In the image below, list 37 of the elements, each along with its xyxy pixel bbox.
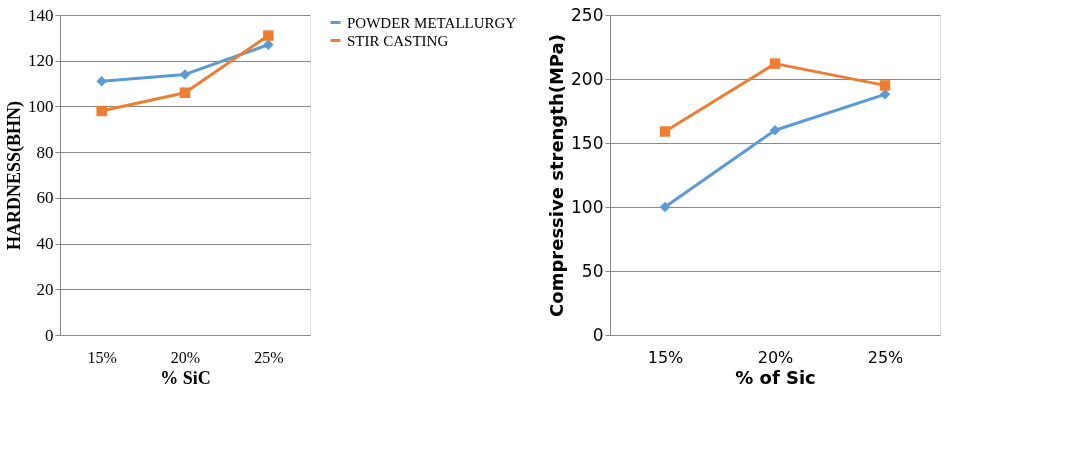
point [659,201,671,213]
y-tick-label: 20 [36,279,54,299]
point [96,76,107,87]
point [96,105,107,117]
x-tick-label: 20% [757,347,794,367]
y-axis-title: HARDNESS(BHN) [4,100,25,251]
point [659,126,671,137]
x-tick-label: 15% [87,348,117,366]
y-tick-label: 60 [36,188,54,208]
point [879,80,891,91]
legend-label: STIR CASTING [347,32,449,49]
point [179,69,191,80]
x-axis-title: % of Sic [735,366,816,388]
point [769,58,781,69]
y-tick-label: 80 [36,142,54,162]
y-axis-title: Compressive strength(MPa) [546,34,568,317]
x-axis-title: % SiC [160,367,211,388]
legend-label: POWDER METALLURGY [347,14,517,31]
point [179,87,191,98]
x-tick-label: 25% [867,347,904,367]
y-tick-label: 200 [571,68,604,89]
y-tick-label: 50 [581,260,604,281]
point [263,39,274,50]
x-tick-label: 20% [170,348,201,366]
y-tick-label: 100 [28,96,54,116]
point [263,30,274,41]
point [769,124,781,136]
y-tick-label: 0 [45,325,54,345]
x-tick-label: 15% [647,347,684,367]
y-tick-label: 0 [592,324,604,345]
y-tick-label: 140 [28,5,54,25]
y-tick-label: 100 [571,196,604,217]
y-tick-label: 40 [36,234,54,254]
y-tick-label: 150 [571,132,604,153]
y-tick-label: 120 [28,51,54,71]
x-tick-label: 25% [254,348,284,366]
y-tick-label: 250 [571,4,604,25]
